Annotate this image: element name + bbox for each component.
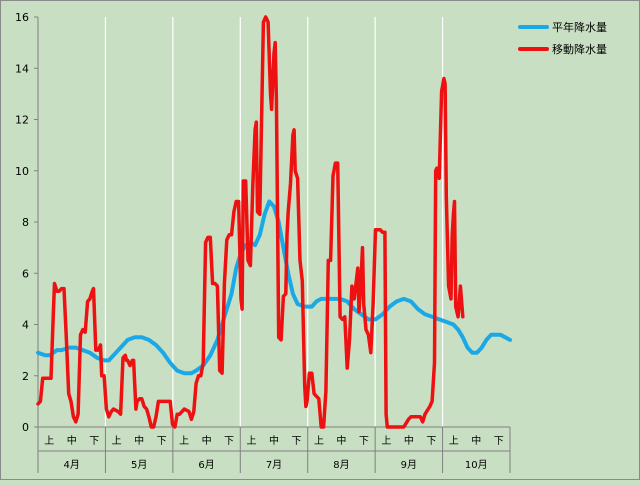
y-tick-label: 8: [22, 216, 29, 229]
legend-label: 平年降水量: [552, 20, 607, 34]
axes: 0246810121416上中下4月上中下5月上中下6月上中下7月上中下8月上中…: [15, 11, 511, 473]
dekad-label: 中: [134, 434, 144, 447]
y-tick-label: 10: [15, 165, 29, 178]
month-label: 4月: [64, 459, 80, 471]
series-lines: [36, 15, 512, 429]
dekad-label: 下: [224, 436, 234, 447]
y-tick-label: 6: [22, 267, 29, 280]
month-label: 6月: [198, 459, 214, 471]
dekad-label: 上: [247, 435, 257, 447]
y-tick-label: 2: [22, 370, 29, 383]
dekad-label: 中: [471, 434, 481, 447]
y-tick-label: 4: [22, 319, 29, 332]
month-label: 5月: [131, 459, 147, 471]
month-label: 10月: [465, 459, 488, 471]
dekad-label: 中: [202, 434, 212, 447]
series-line-1: [36, 15, 465, 429]
month-label: 9月: [401, 459, 417, 471]
dekad-label: 下: [291, 436, 301, 447]
dekad-label: 上: [314, 435, 324, 447]
dekad-label: 下: [89, 436, 99, 447]
dekad-label: 上: [449, 435, 459, 447]
month-label: 7月: [266, 459, 282, 471]
dekad-label: 下: [359, 436, 369, 447]
dekad-label: 中: [67, 434, 77, 447]
y-tick-label: 0: [22, 421, 29, 434]
dekad-label: 上: [44, 435, 54, 447]
dekad-label: 下: [426, 436, 436, 447]
legend-label: 移動降水量: [552, 42, 607, 56]
dekad-label: 下: [494, 436, 504, 447]
dekad-label: 中: [269, 434, 279, 447]
y-tick-label: 16: [15, 11, 29, 24]
dekad-label: 上: [112, 435, 122, 447]
dekad-label: 上: [381, 435, 391, 447]
dekad-label: 中: [336, 434, 346, 447]
y-tick-label: 12: [15, 114, 29, 127]
dekad-label: 上: [179, 435, 189, 447]
month-label: 8月: [333, 459, 349, 471]
series-line-0: [36, 199, 512, 376]
dekad-label: 下: [157, 436, 167, 447]
dekad-label: 中: [404, 434, 414, 447]
y-tick-label: 14: [15, 62, 29, 75]
